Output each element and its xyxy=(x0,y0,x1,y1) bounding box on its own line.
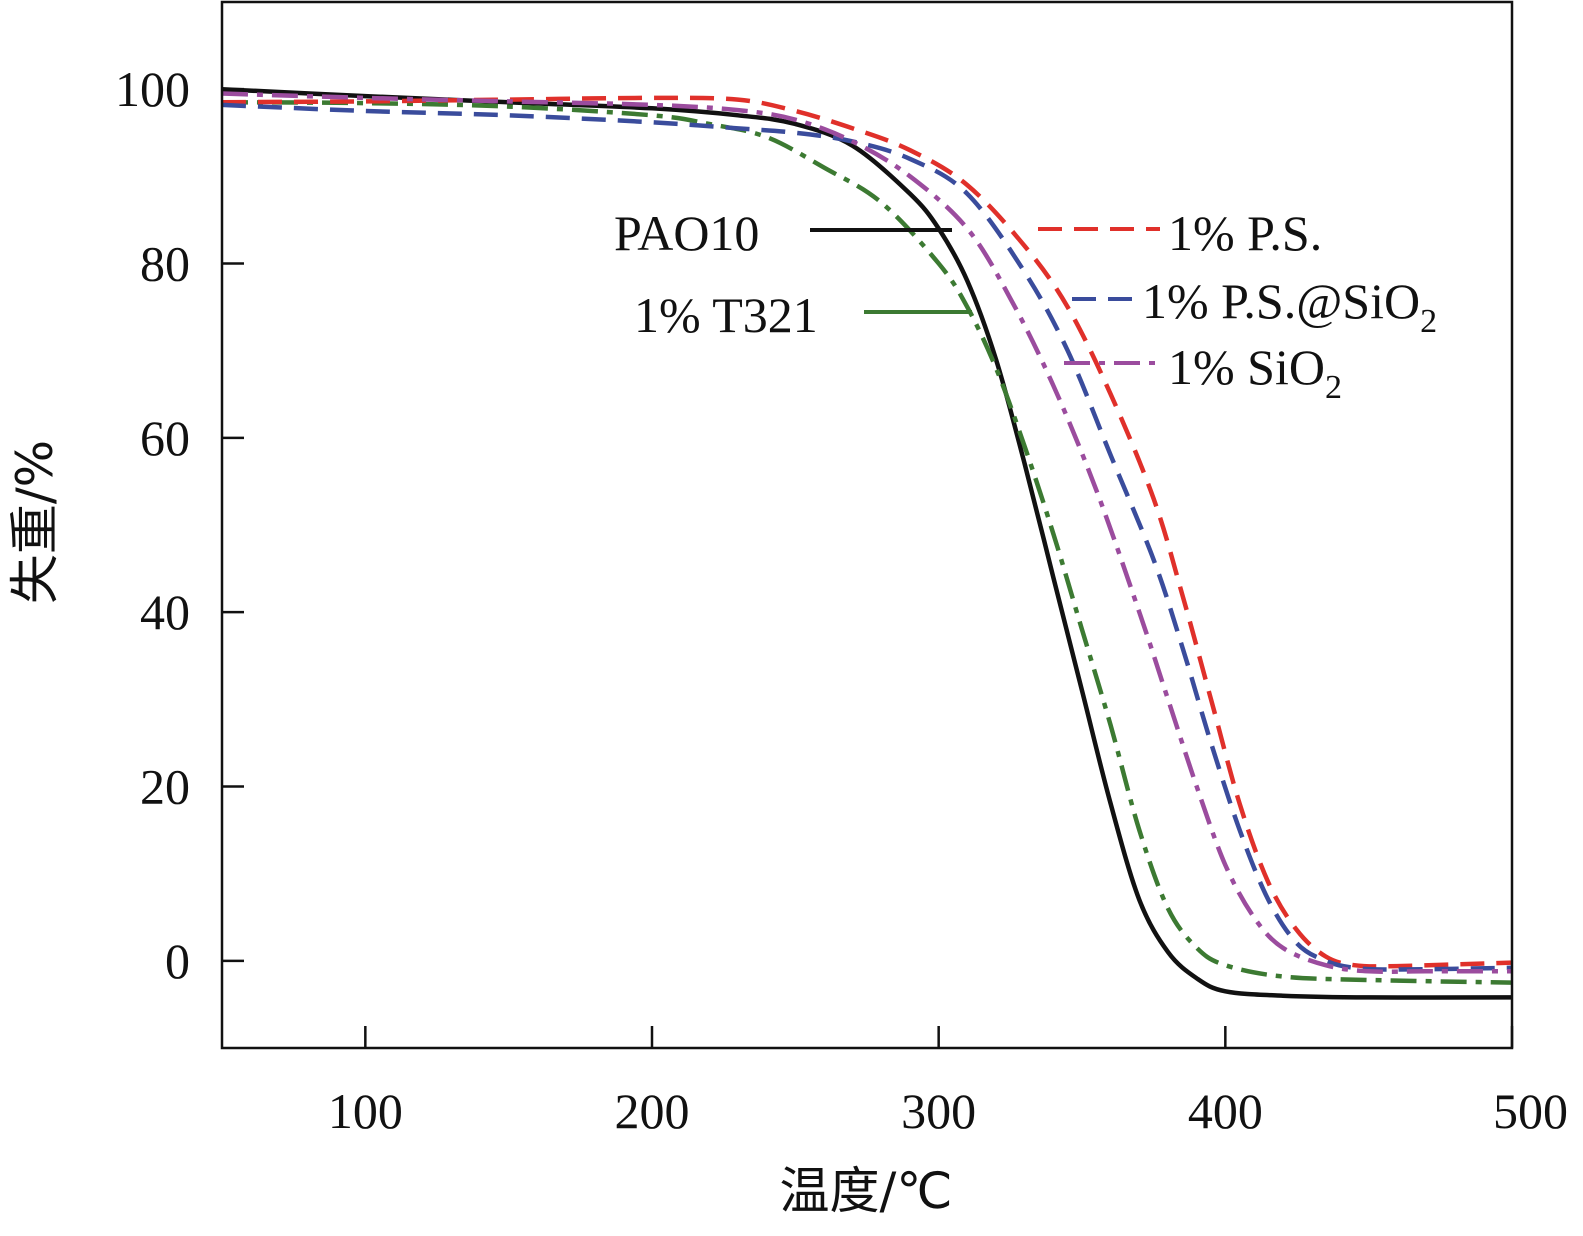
x-tick-labels: 100 200 300 400 500 xyxy=(328,1083,1568,1139)
series-line-ps xyxy=(221,95,1513,969)
legend-entry-sio2: 1% SiO2 xyxy=(1064,339,1342,406)
y-tick-label: 0 xyxy=(165,933,190,989)
y-tick-label: 100 xyxy=(115,61,190,117)
legend-label-sio2-subscript: 2 xyxy=(1325,369,1342,406)
y-tick-label: 80 xyxy=(140,236,190,292)
series-line-t321 xyxy=(221,99,1513,985)
legend-label-sio2: 1% SiO2 xyxy=(1168,339,1342,406)
y-axis-title: 失重/% xyxy=(6,440,64,604)
x-tick-label: 500 xyxy=(1493,1083,1568,1139)
x-tick-label: 100 xyxy=(328,1083,403,1139)
series-line-sio2 xyxy=(221,91,1512,974)
legend: PAO10 1% T321 1% P.S. 1% P.S.@SiO2 1% Si… xyxy=(614,205,1437,406)
y-tick-label: 60 xyxy=(140,410,190,466)
legend-label-ps-sio2: 1% P.S.@SiO2 xyxy=(1142,273,1437,340)
y-tick-labels: 0 20 40 60 80 100 xyxy=(115,61,190,989)
y-axis-ticks xyxy=(222,87,244,963)
legend-label-ps-sio2-main: 1% P.S.@SiO xyxy=(1142,273,1420,329)
legend-label-t321: 1% T321 xyxy=(634,287,818,343)
legend-entry-ps-sio2: 1% P.S.@SiO2 xyxy=(1072,273,1437,340)
y-tick-label: 40 xyxy=(140,584,190,640)
legend-label-pao10: PAO10 xyxy=(614,205,759,261)
legend-label-sio2-main: 1% SiO xyxy=(1168,339,1325,395)
series-line-pao10 xyxy=(221,86,1513,1000)
x-axis-ticks xyxy=(364,1026,1514,1048)
legend-label-ps-sio2-subscript: 2 xyxy=(1420,303,1437,340)
x-axis-title: 温度/℃ xyxy=(780,1162,953,1220)
series-layer xyxy=(221,86,1513,1000)
y-tick-label: 20 xyxy=(140,759,190,815)
legend-entry-pao10: PAO10 xyxy=(614,205,952,261)
x-tick-label: 400 xyxy=(1188,1083,1263,1139)
legend-entry-ps: 1% P.S. xyxy=(1038,205,1322,261)
legend-label-ps: 1% P.S. xyxy=(1168,205,1322,261)
legend-entry-t321: 1% T321 xyxy=(634,287,972,343)
plot-frame xyxy=(220,0,1514,1050)
series-line-ps-sio2 xyxy=(221,102,1513,972)
x-tick-label: 200 xyxy=(615,1083,690,1139)
x-tick-label: 300 xyxy=(901,1083,976,1139)
